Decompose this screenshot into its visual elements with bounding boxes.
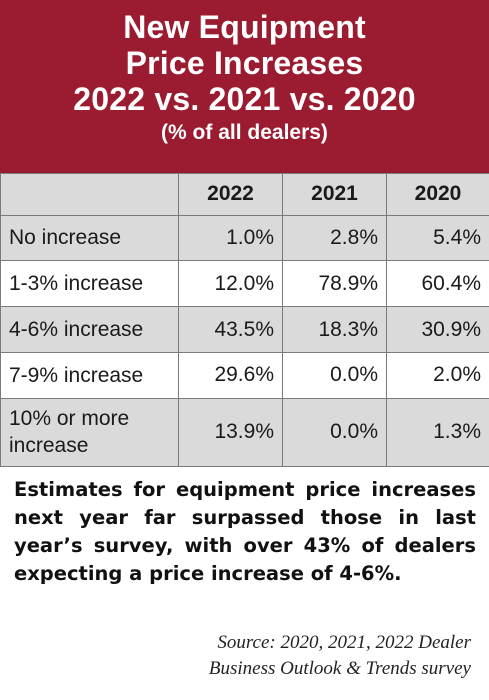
cell-value: 1.3% bbox=[386, 397, 489, 468]
source-line-1: Source: 2020, 2021, 2022 Dealer bbox=[217, 632, 471, 653]
table-row: 10% or more increase 13.9% 0.0% 1.3% bbox=[0, 397, 489, 468]
row-label: 10% or more increase bbox=[0, 397, 179, 468]
price-increase-table: 2022 2021 2020 No increase 1.0% 2.8% 5.4… bbox=[0, 173, 489, 468]
title-line-3: 2022 vs. 2021 vs. 2020 bbox=[73, 81, 416, 117]
header-row: 2022 2021 2020 bbox=[0, 173, 489, 216]
row-label: No increase bbox=[0, 214, 179, 262]
chart-header: New Equipment Price Increases 2022 vs. 2… bbox=[0, 0, 489, 173]
subtitle: (% of all dealers) bbox=[161, 121, 328, 144]
cell-value: 12.0% bbox=[178, 260, 283, 308]
title-line-2: Price Increases bbox=[125, 45, 364, 81]
row-label: 1-3% increase bbox=[0, 260, 179, 308]
cell-value: 2.0% bbox=[386, 351, 489, 399]
column-header-2020: 2020 bbox=[386, 173, 489, 216]
row-label: 4-6% increase bbox=[0, 306, 179, 353]
cell-value: 60.4% bbox=[386, 260, 489, 308]
cell-value: 18.3% bbox=[282, 306, 387, 353]
row-label: 7-9% increase bbox=[0, 351, 179, 399]
cell-value: 5.4% bbox=[386, 214, 489, 262]
table-row: 7-9% increase 29.6% 0.0% 2.0% bbox=[0, 351, 489, 399]
table-row: 1-3% increase 12.0% 78.9% 60.4% bbox=[0, 260, 489, 308]
cell-value: 2.8% bbox=[282, 214, 387, 262]
source-note: Source: 2020, 2021, 2022 Dealer Business… bbox=[31, 630, 471, 682]
cell-value: 29.6% bbox=[178, 351, 283, 399]
table-row: 4-6% increase 43.5% 18.3% 30.9% bbox=[0, 306, 489, 353]
cell-value: 13.9% bbox=[178, 397, 283, 468]
cell-value: 1.0% bbox=[178, 214, 283, 262]
title-line-1: New Equipment bbox=[123, 9, 366, 45]
chart-caption: Estimates for equipment price increases … bbox=[14, 478, 476, 585]
cell-value: 0.0% bbox=[282, 351, 387, 399]
corner-cell bbox=[0, 173, 179, 216]
cell-value: 30.9% bbox=[386, 306, 489, 353]
source-line-2: Business Outlook & Trends survey bbox=[208, 658, 471, 679]
cell-value: 0.0% bbox=[282, 397, 387, 468]
column-header-2021: 2021 bbox=[282, 173, 387, 216]
cell-value: 43.5% bbox=[178, 306, 283, 353]
cell-value: 78.9% bbox=[282, 260, 387, 308]
column-header-2022: 2022 bbox=[178, 173, 283, 216]
table-row: No increase 1.0% 2.8% 5.4% bbox=[0, 214, 489, 262]
